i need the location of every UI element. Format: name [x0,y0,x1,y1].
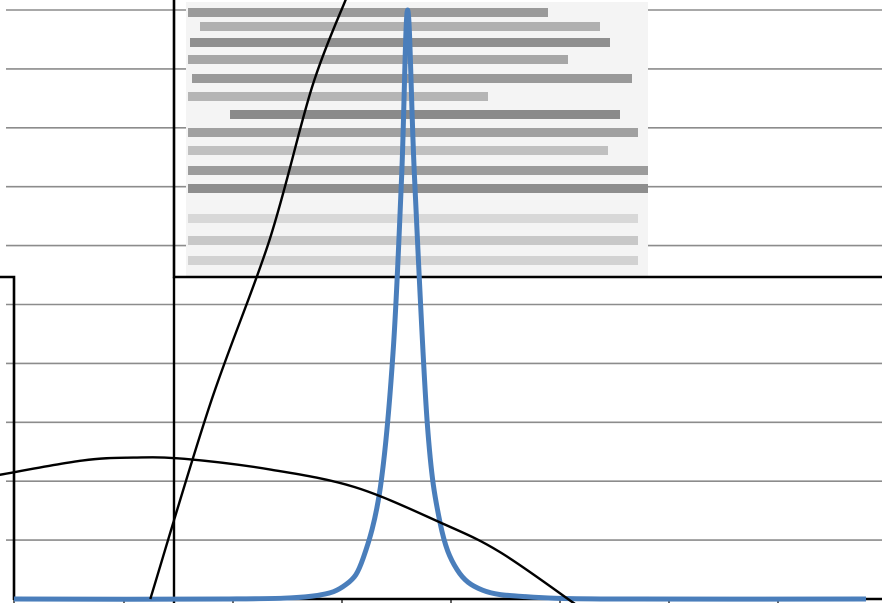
image-stripe [188,146,608,155]
image-stripe [188,236,638,245]
image-stripe [188,8,548,17]
image-stripe [230,110,620,119]
image-stripe [188,92,488,101]
image-stripe [190,38,610,47]
series-peak-line [13,7,867,602]
image-stripe [188,55,568,64]
image-stripe [188,166,648,175]
image-stripe [188,256,638,265]
image-stripe [188,214,638,223]
image-stripe [200,22,600,31]
series-line [149,0,347,600]
series-line [0,456,576,603]
image-stripe [188,184,648,193]
